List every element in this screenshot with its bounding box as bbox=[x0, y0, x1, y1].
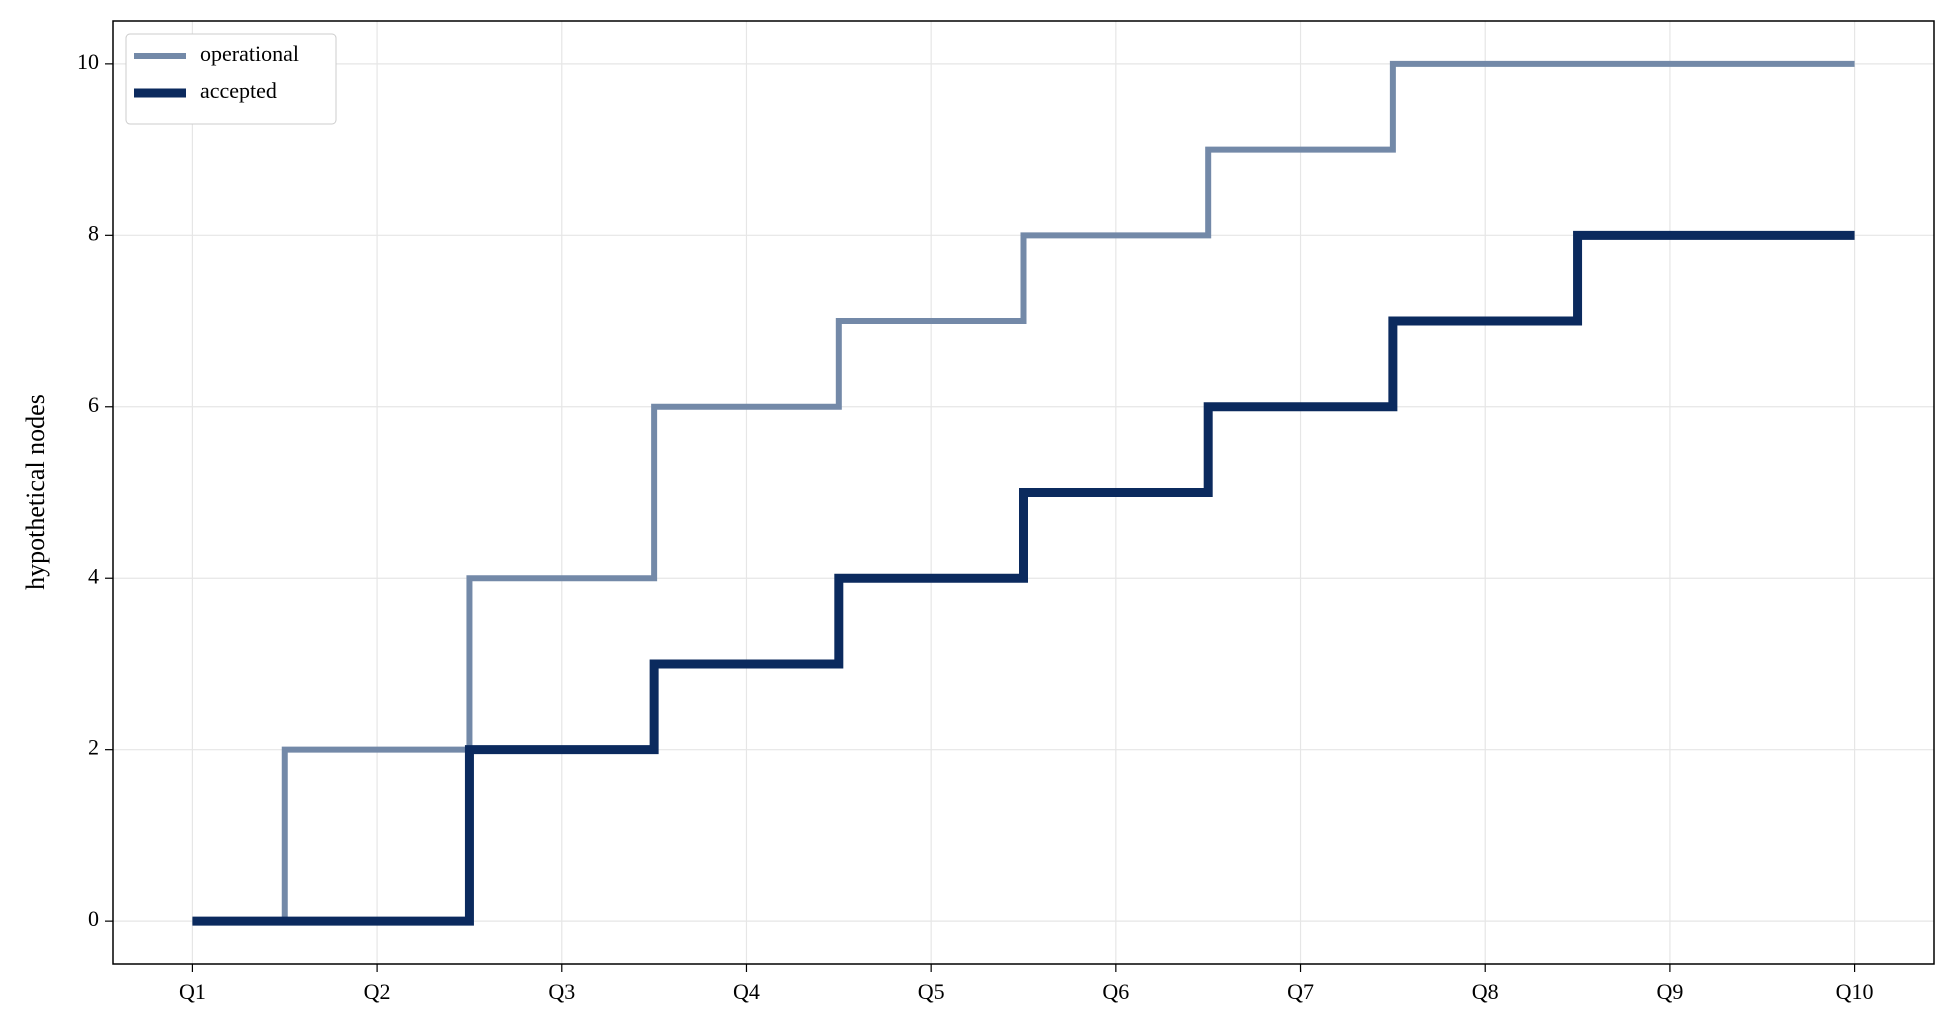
y-tick-label: 8 bbox=[88, 220, 99, 245]
x-tick-label: Q1 bbox=[179, 979, 206, 1004]
x-tick-label: Q10 bbox=[1836, 979, 1874, 1004]
step-line bbox=[192, 230, 1855, 926]
step-line bbox=[192, 60, 1855, 925]
plot-frame bbox=[112, 20, 1935, 965]
x-tick-label: Q2 bbox=[364, 979, 391, 1004]
y-tick-label: 2 bbox=[88, 735, 99, 760]
legend-label: operational bbox=[200, 41, 299, 66]
x-tick-label: Q8 bbox=[1472, 979, 1499, 1004]
y-axis-label: hypothetical nodes bbox=[21, 394, 50, 590]
x-tick-label: Q6 bbox=[1102, 979, 1129, 1004]
x-tick-label: Q7 bbox=[1287, 979, 1314, 1004]
x-tick-label: Q5 bbox=[918, 979, 945, 1004]
x-tick-label: Q9 bbox=[1656, 979, 1683, 1004]
y-tick-label: 6 bbox=[88, 392, 99, 417]
y-tick-label: 0 bbox=[88, 906, 99, 931]
x-tick-label: Q4 bbox=[733, 979, 760, 1004]
y-tick-label: 10 bbox=[77, 49, 99, 74]
legend: operational accepted bbox=[125, 33, 337, 125]
x-tick-label: Q3 bbox=[548, 979, 575, 1004]
legend-label: accepted bbox=[200, 78, 277, 103]
y-tick-label: 4 bbox=[88, 563, 99, 588]
